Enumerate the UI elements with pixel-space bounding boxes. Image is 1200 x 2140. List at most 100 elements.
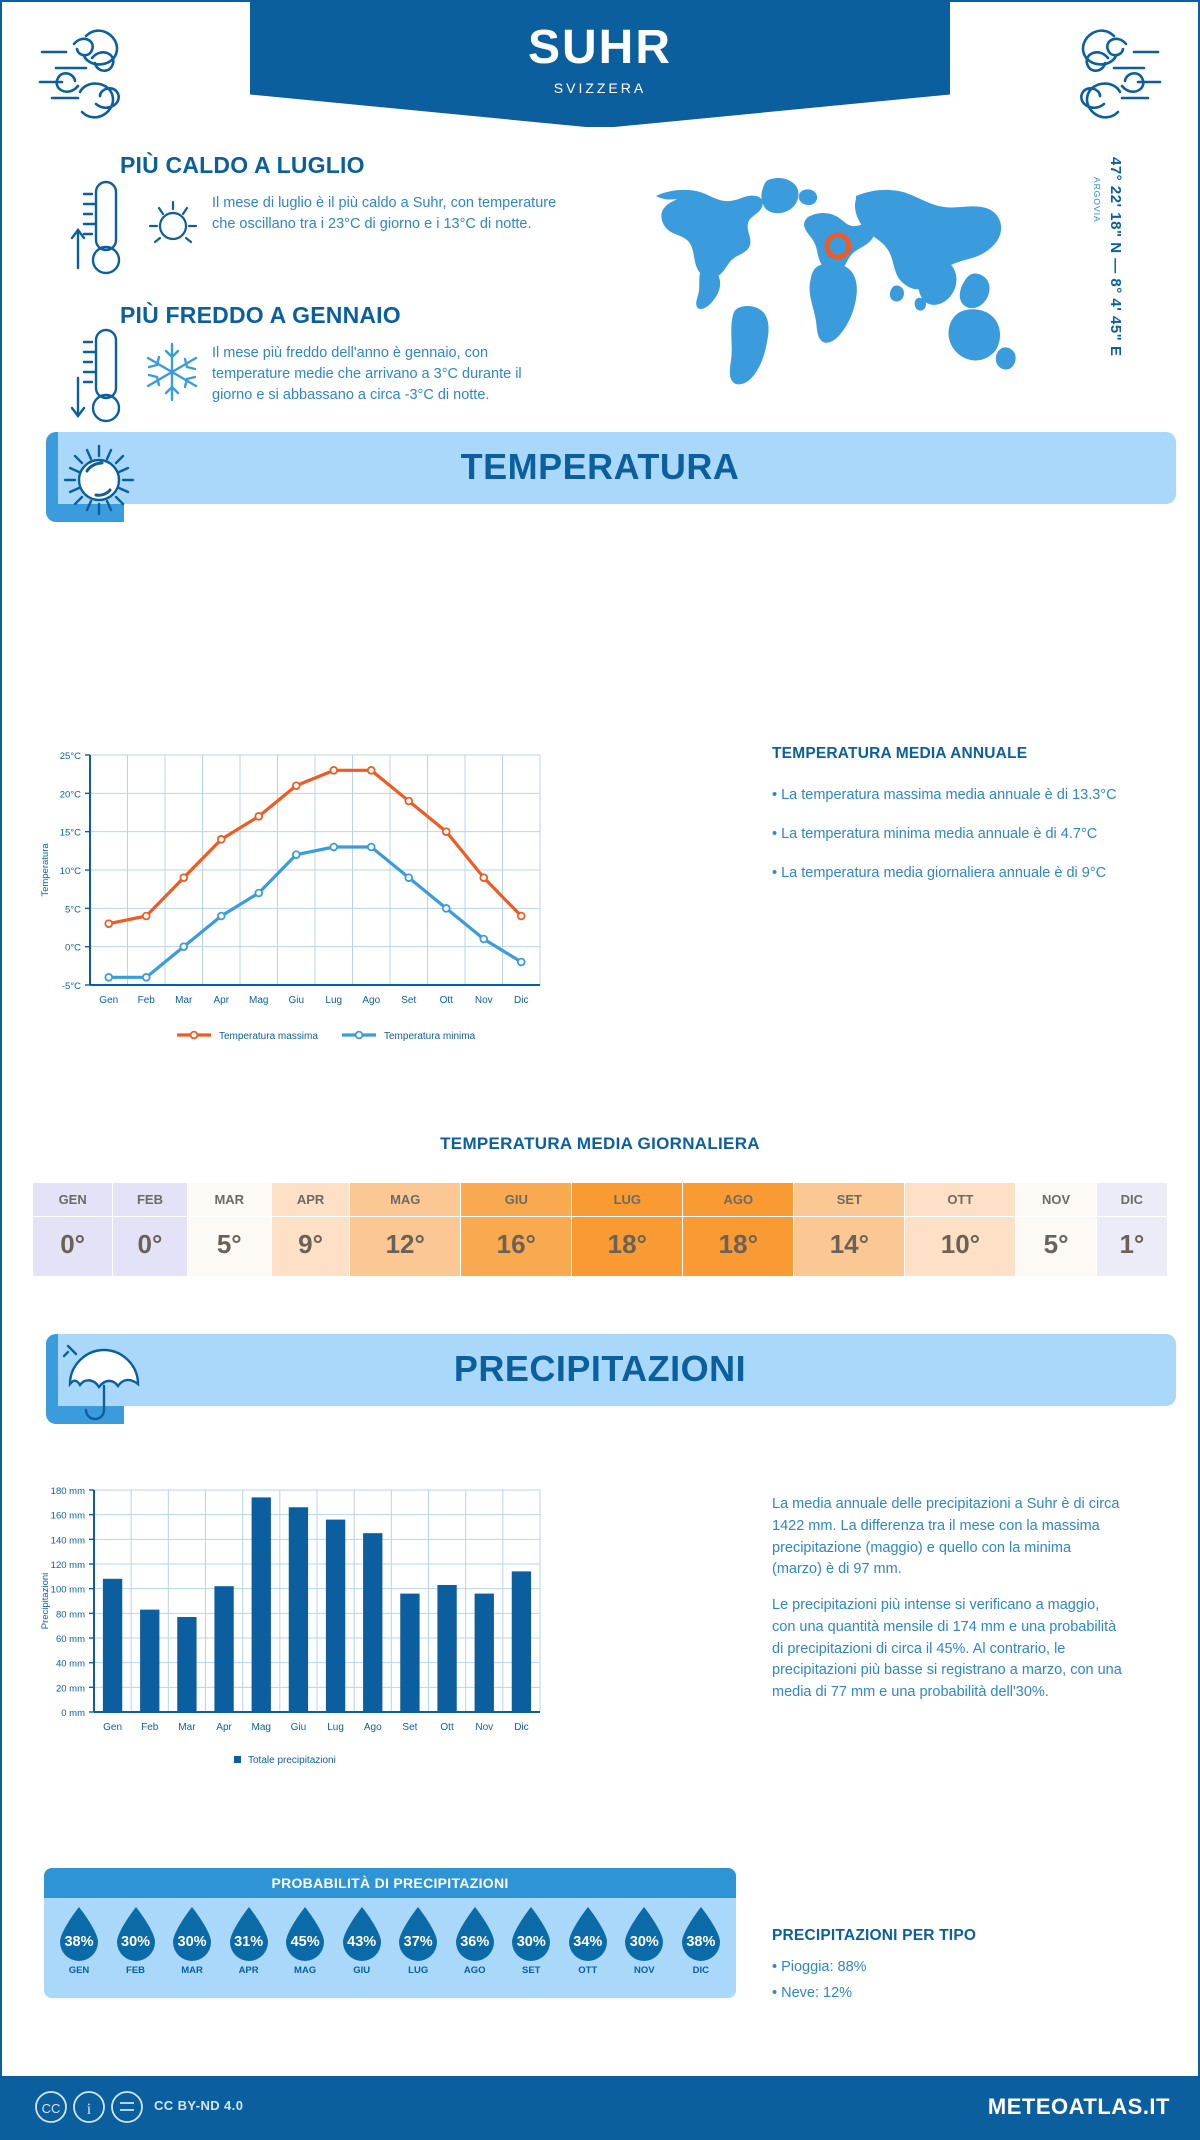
svg-text:Totale precipitazioni: Totale precipitazioni (248, 1755, 336, 1766)
probability-month: OTT (578, 1965, 598, 1976)
temperature-table-title: TEMPERATURA MEDIA GIORNALIERA (440, 1134, 760, 1153)
highlight-title: PIÙ CALDO A LUGLIO (120, 152, 365, 178)
precipitation-bar-chart: 0 mm 20 mm 40 mm 60 mm 80 mm 100 mm 120 mm 140 … (32, 1472, 552, 1802)
probability-value: 37% (403, 1934, 433, 1950)
section-title: PRECIPITAZIONI (453, 1348, 747, 1389)
svg-text:Set: Set (402, 1722, 417, 1733)
highlight-text: Il mese di luglio è il più caldo a Suhr,… (212, 195, 557, 233)
type-item: • Neve: 12% (772, 1984, 853, 2001)
probability-drops: 38% GEN 30% FEB 30% MAR 31% APR 45% MAG 43% GIU 37% L… (44, 1898, 736, 1976)
svg-text:15°C: 15°C (60, 828, 81, 839)
probability-value: 38% (686, 1934, 716, 1950)
svg-text:120 mm: 120 mm (51, 1560, 85, 1571)
probability-month: MAG (294, 1965, 317, 1976)
svg-text:Gen: Gen (103, 1722, 122, 1733)
table-value-row: 0° 0° 5° 9° 12° 16° 18° 18° 14° 10° 5° 1° (31, 1216, 1169, 1277)
svg-text:Temperatura minima: Temperatura minima (384, 1031, 476, 1042)
world-map (642, 162, 1062, 392)
svg-text:0°C: 0°C (65, 943, 81, 954)
summary-bullet: • La temperatura massima media annuale è… (772, 787, 1117, 803)
temperature-annual-summary: TEMPERATURA MEDIA ANNUALE • La temperatu… (772, 745, 1117, 902)
table-month-value: 5° (186, 1216, 272, 1277)
water-drop-icon (60, 1907, 98, 1961)
table-month-value: 18° (571, 1216, 684, 1277)
svg-text:Nov: Nov (475, 1722, 493, 1733)
svg-text:Temperatura massima: Temperatura massima (219, 1031, 318, 1042)
page-title: SUHR (527, 21, 672, 74)
precipitation-summary: La media annuale delle precipitazioni a … (772, 1494, 1122, 1718)
table-month-header: SET (793, 1182, 906, 1217)
summary-bullet: • La temperatura minima media annuale è … (772, 826, 1098, 843)
svg-text:60 mm: 60 mm (56, 1634, 85, 1645)
table-month-header: AGO (682, 1182, 795, 1217)
section-title: TEMPERATURA (460, 446, 740, 487)
probability-drop: 30% SET (506, 1904, 556, 1976)
svg-text:i: i (87, 2101, 92, 2118)
probability-month: DIC (692, 1965, 710, 1976)
probability-month: NOV (634, 1965, 655, 1976)
table-month-header: LUG (571, 1182, 684, 1217)
region-label: ARGOVIA (1092, 177, 1102, 223)
water-drop-icon (173, 1907, 212, 1961)
table-month-header: MAR (186, 1182, 272, 1217)
probability-title: PROBABILITÀ DI PRECIPITAZIONI (44, 1868, 736, 1898)
table-month-value: 12° (349, 1216, 462, 1277)
svg-text:Feb: Feb (138, 995, 156, 1006)
section-background (58, 1334, 1176, 1406)
water-drop-icon (399, 1907, 438, 1961)
probability-value: 45% (290, 1934, 320, 1950)
svg-text:100 mm: 100 mm (51, 1585, 85, 1596)
wind-swirl-left-icon (22, 20, 182, 130)
temperature-line-chart: -5°C 0°C 5°C 10°C 15°C 20°C 25°C Gen Feb Mar Apr Ma… (32, 737, 552, 1077)
svg-text:140 mm: 140 mm (51, 1535, 85, 1546)
table-month-value: 9° (270, 1216, 351, 1277)
highlight-text: Il mese più freddo dell'anno è gennaio, … (212, 345, 522, 404)
probability-value: 31% (234, 1934, 264, 1950)
table-month-header: FEB (112, 1182, 188, 1217)
svg-text:Mar: Mar (175, 995, 193, 1006)
sun-small-icon (142, 190, 204, 257)
sun-icon (56, 438, 142, 518)
svg-text:25°C: 25°C (60, 751, 81, 762)
water-drop-icon (116, 1907, 155, 1961)
svg-text:Ott: Ott (440, 1722, 454, 1733)
probability-drop: 38% DIC (676, 1904, 726, 1976)
water-drop-icon (625, 1907, 664, 1961)
footer: CC i CC BY-ND 4.0 METEOATLAS.IT (2, 2076, 1198, 2138)
probability-value: 30% (516, 1934, 546, 1950)
country-label: SVIZZERA (553, 80, 647, 96)
svg-text:20 mm: 20 mm (56, 1683, 85, 1694)
type-item: • Pioggia: 88% (772, 1959, 867, 1975)
svg-text:Mag: Mag (249, 995, 268, 1006)
svg-text:Set: Set (401, 995, 416, 1006)
snowflake-icon (138, 338, 206, 411)
table-month-header: NOV (1015, 1182, 1097, 1217)
probability-value: 34% (573, 1934, 603, 1950)
highlights: PIÙ CALDO A LUGLIO Il mese di luglio è i… (2, 152, 642, 432)
summary-paragraph: Le precipitazioni più intense si verific… (772, 1597, 1122, 1700)
probability-drop: 31% APR (224, 1904, 274, 1976)
probability-value: 38% (64, 1934, 94, 1950)
probability-month: GIU (353, 1965, 371, 1976)
precipitation-types: PRECIPITAZIONI PER TIPO • Pioggia: 88% •… (772, 1927, 1112, 2019)
table-header-row: GEN FEB MAR APR MAG GIU LUG AGO SET OTT NOV DIC (31, 1182, 1169, 1217)
svg-text:Ott: Ott (440, 995, 454, 1006)
svg-text:Apr: Apr (213, 995, 229, 1006)
probability-month: AGO (463, 1965, 486, 1976)
table-month-header: GEN (31, 1182, 114, 1217)
license-label: CC BY-ND 4.0 (154, 2098, 244, 2113)
umbrella-icon (56, 1340, 142, 1421)
svg-text:Dic: Dic (514, 995, 528, 1006)
probability-month: SET (522, 1965, 541, 1976)
table-month-header: DIC (1095, 1182, 1169, 1217)
probability-value: 30% (177, 1934, 207, 1950)
summary-heading: TEMPERATURA MEDIA ANNUALE (772, 745, 1028, 762)
table-month-value: 5° (1015, 1216, 1097, 1277)
probability-drop: 30% NOV (619, 1904, 669, 1976)
daily-average-temperature-table: GEN FEB MAR APR MAG GIU LUG AGO SET OTT NOV DIC 0° 0… (31, 1182, 1169, 1277)
svg-text:Nov: Nov (475, 995, 493, 1006)
water-drop-icon (512, 1907, 551, 1961)
table-month-header: MAG (349, 1182, 462, 1217)
svg-text:Feb: Feb (141, 1722, 159, 1733)
svg-text:Giu: Giu (291, 1722, 307, 1733)
